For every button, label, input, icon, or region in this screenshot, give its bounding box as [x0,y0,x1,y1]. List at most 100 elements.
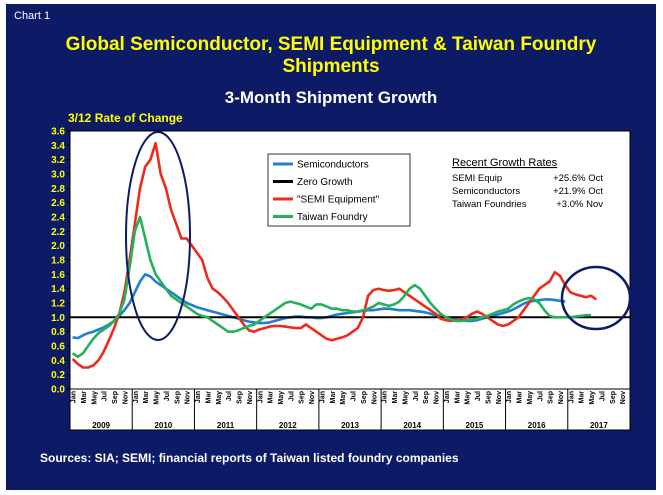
x-tick-label: Nov [185,391,192,404]
x-tick-label: May [91,391,98,405]
x-tick-label: Sep [112,391,119,404]
sources-note: Sources: SIA; SEMI; financial reports of… [40,451,459,465]
x-tick-label: Jul [351,391,358,401]
x-tick-label: Jul [413,391,420,401]
growth-rates-heading: Recent Growth Rates [452,157,558,169]
x-tick-label: Mar [579,391,586,404]
x-tick-label: Nov [371,391,378,404]
x-tick-label: Nov [434,391,441,404]
x-tick-label: May [216,391,223,405]
x-year-label: 2016 [528,421,546,430]
x-tick-label: Jan [133,391,140,403]
x-tick-label: May [402,391,409,405]
y-tick-label: 0.2 [51,370,65,381]
x-tick-label: Nov [309,391,316,404]
y-tick-label: 1.2 [51,299,65,310]
x-tick-label: Jul [164,391,171,401]
growth-rate-label: SEMI Equip [452,173,502,184]
y-tick-label: 2.0 [51,241,65,252]
x-tick-label: Sep [548,391,555,404]
y-tick-label: 1.0 [51,313,65,324]
x-tick-label: Sep [237,391,244,404]
x-year-label: 2017 [590,421,608,430]
y-axis-title: 3/12 Rate of Change [68,111,183,125]
chart-title-line-1: Global Semiconductor, SEMI Equipment & T… [65,34,597,55]
legend-entry: "SEMI Equipment" [297,195,380,206]
chart-title: Global Semiconductor, SEMI Equipment & T… [6,34,656,78]
x-tick-label: May [527,391,534,405]
x-tick-label: Nov [620,391,627,404]
x-tick-label: Nov [496,391,503,404]
x-tick-label: Jan [319,391,326,403]
x-axis-band [69,388,631,431]
x-tick-label: Jan [568,391,575,403]
chart-number-label: Chart 1 [14,10,51,22]
y-tick-label: 0.4 [51,356,65,367]
y-tick-label: 2.6 [51,198,65,209]
x-tick-label: May [278,391,285,405]
growth-rate-label: Taiwan Foundries [452,199,527,210]
x-tick-label: Mar [205,391,212,404]
x-tick-label: Mar [517,391,524,404]
x-tick-label: Jul [288,391,295,401]
x-tick-label: Sep [174,391,181,404]
y-tick-label: 2.8 [51,184,65,195]
legend-entry: Semiconductors [297,160,369,171]
x-tick-label: Jul [475,391,482,401]
x-tick-label: Jan [506,391,513,403]
growth-rate-label: Semiconductors [452,186,520,197]
x-tick-label: Mar [81,391,88,404]
legend [267,153,411,227]
y-tick-label: 1.4 [51,284,65,295]
x-tick-label: Jan [71,391,78,403]
legend-entry: Zero Growth [297,177,353,188]
highlight-circle-2017 [560,265,632,331]
x-year-label: 2015 [466,421,484,430]
taiwan-foundry-line [71,215,592,359]
y-tick-label: 0.6 [51,342,65,353]
y-tick-label: 3.0 [51,170,65,181]
chart-title-line-2: Shipments [282,56,380,77]
x-tick-label: Sep [361,391,368,404]
x-tick-label: Nov [122,391,129,404]
x-tick-label: Jul [537,391,544,401]
x-tick-label: May [154,391,161,405]
x-tick-label: Jan [382,391,389,403]
x-tick-label: Jan [257,391,264,403]
y-tick-label: 2.4 [51,213,65,224]
x-tick-label: Jul [226,391,233,401]
growth-rate-value: +25.6% Oct [553,173,603,184]
x-tick-label: Sep [610,391,617,404]
x-tick-label: Mar [330,391,337,404]
y-tick-label: 3.2 [51,155,65,166]
x-year-label: 2012 [279,421,297,430]
x-year-label: 2009 [92,421,110,430]
x-tick-label: Jan [195,391,202,403]
semi-equipment-line [71,141,598,369]
y-tick-label: 0.8 [51,327,65,338]
y-tick-label: 3.4 [51,141,65,152]
x-year-label: 2010 [154,421,172,430]
x-year-label: 2014 [403,421,421,430]
chart-subtitle: 3-Month Shipment Growth [224,88,438,107]
x-tick-label: Mar [143,391,150,404]
x-tick-label: Mar [454,391,461,404]
x-tick-label: Jan [444,391,451,403]
y-tick-label: 1.6 [51,270,65,281]
x-tick-label: Nov [558,391,565,404]
x-tick-label: Nov [247,391,254,404]
x-tick-label: May [465,391,472,405]
x-tick-label: Sep [485,391,492,404]
growth-rate-value: +21.9% Oct [553,186,603,197]
x-year-label: 2013 [341,421,359,430]
growth-rate-value: +3.0% Nov [556,199,603,210]
x-year-label: 2011 [217,421,235,430]
x-tick-label: May [589,391,596,405]
legend-entry: Taiwan Foundry [297,212,368,223]
x-tick-label: Mar [392,391,399,404]
x-tick-label: Sep [423,391,430,404]
y-tick-label: 3.6 [51,127,65,138]
y-tick-label: 1.8 [51,256,65,267]
y-tick-label: 0.0 [51,385,65,396]
